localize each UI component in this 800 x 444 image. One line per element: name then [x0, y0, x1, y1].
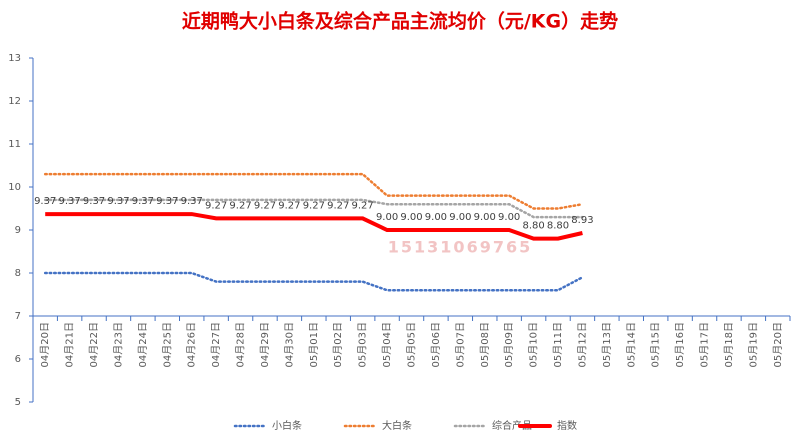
x-tick-label: 05月12日	[576, 322, 588, 367]
data-label: 9.00	[449, 212, 471, 223]
y-tick-label: 8	[15, 268, 21, 279]
x-tick-label: 05月17日	[699, 322, 711, 367]
x-tick-label: 05月14日	[625, 322, 637, 367]
y-tick-label: 10	[8, 182, 21, 193]
x-tick-label: 04月20日	[39, 322, 51, 367]
data-label: 8.93	[571, 215, 593, 226]
data-label: 9.00	[474, 212, 496, 223]
x-tick-label: 05月20日	[772, 322, 784, 367]
data-label: 9.27	[327, 200, 349, 211]
y-tick-label: 12	[8, 96, 21, 107]
data-label: 9.27	[352, 200, 374, 211]
series-line	[43, 172, 584, 210]
data-label: 9.37	[58, 196, 80, 207]
data-label: 9.00	[498, 212, 520, 223]
x-tick-label: 04月27日	[210, 322, 222, 367]
data-label: 9.37	[83, 196, 105, 207]
x-tick-label: 05月06日	[430, 322, 442, 367]
data-label: 9.37	[156, 196, 178, 207]
x-tick-label: 05月04日	[381, 322, 393, 367]
x-tick-label: 05月11日	[552, 322, 564, 367]
x-tick-label: 04月28日	[235, 322, 247, 367]
data-label: 9.27	[205, 200, 227, 211]
x-tick-label: 05月15日	[650, 322, 662, 367]
x-tick-label: 05月16日	[674, 322, 686, 367]
legend-label: 小白条	[272, 419, 302, 432]
x-tick-label: 05月13日	[601, 322, 613, 367]
y-tick-label: 5	[15, 397, 21, 408]
data-label: 9.37	[34, 196, 56, 207]
x-tick-label: 05月09日	[503, 322, 515, 367]
legend-label: 综合产品	[492, 419, 532, 432]
x-tick-label: 04月22日	[88, 322, 100, 367]
x-tick-label: 05月18日	[723, 322, 735, 367]
data-label: 9.27	[254, 200, 276, 211]
series-line	[45, 212, 583, 241]
y-tick-label: 6	[15, 354, 21, 365]
y-tick-label: 9	[15, 225, 21, 236]
data-label: 9.37	[181, 196, 203, 207]
data-label: 8.80	[547, 221, 569, 232]
x-tick-label: 05月01日	[308, 322, 320, 367]
data-label: 9.37	[107, 196, 129, 207]
y-tick-label: 7	[15, 311, 21, 322]
series-line	[43, 198, 584, 219]
x-tick-label: 04月23日	[112, 322, 124, 367]
series-line	[43, 271, 584, 292]
x-tick-label: 05月02日	[332, 322, 344, 367]
watermark: 15131069765	[388, 238, 532, 257]
data-label: 9.27	[278, 200, 300, 211]
x-tick-label: 04月21日	[64, 322, 76, 367]
data-label: 9.37	[132, 196, 154, 207]
data-label: 9.00	[425, 212, 447, 223]
x-tick-label: 04月26日	[186, 322, 198, 367]
legend-label: 指数	[557, 419, 577, 432]
x-tick-label: 05月19日	[747, 322, 759, 367]
data-label: 9.00	[376, 212, 398, 223]
data-label: 9.27	[303, 200, 325, 211]
data-label: 8.80	[522, 221, 544, 232]
x-tick-label: 04月24日	[137, 322, 149, 367]
x-tick-label: 05月07日	[454, 322, 466, 367]
x-tick-label: 05月05日	[406, 322, 418, 367]
x-tick-label: 04月25日	[161, 322, 173, 367]
x-tick-label: 04月29日	[259, 322, 271, 367]
x-tick-label: 05月10日	[528, 322, 540, 367]
x-tick-label: 05月03日	[357, 322, 369, 367]
y-tick-label: 13	[8, 53, 21, 64]
data-label: 9.00	[400, 212, 422, 223]
chart-title: 近期鸭大小白条及综合产品主流均价（元/KG）走势	[182, 10, 618, 33]
legend-label: 大白条	[382, 419, 412, 432]
x-tick-label: 05月08日	[479, 322, 491, 367]
x-tick-label: 04月30日	[283, 322, 295, 367]
y-tick-label: 11	[8, 139, 21, 150]
data-label: 9.27	[229, 200, 251, 211]
